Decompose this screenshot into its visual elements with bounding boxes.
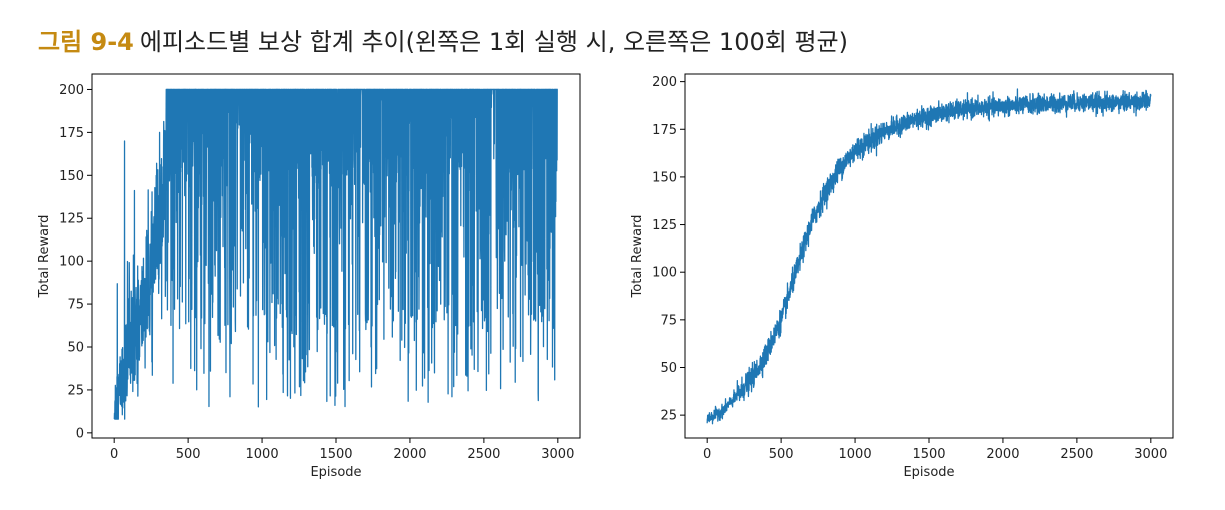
left-xtick-label: 2000 xyxy=(393,447,426,462)
figure-caption: 그림 9-4 에피소드별 보상 합계 추이(왼쪽은 1회 실행 시, 오른쪽은 1… xyxy=(38,22,848,57)
left-ytick-label: 75 xyxy=(67,298,84,313)
right-ytick-label: 175 xyxy=(652,123,677,138)
left-ytick-label: 175 xyxy=(59,126,84,141)
right-xtick-label: 500 xyxy=(769,447,794,462)
left-frame xyxy=(91,73,581,439)
right-xtick-label: 0 xyxy=(703,447,711,462)
left-ytick-label: 125 xyxy=(59,212,84,227)
left-ytick-label: 100 xyxy=(59,255,84,270)
right-xtick-label: 1000 xyxy=(839,447,872,462)
chart-right-average: 0 500 1000 1500 2000 2500 3000 25 50 75 100 125 150 1… xyxy=(630,73,1174,480)
right-ytick-label: 200 xyxy=(652,75,677,90)
right-xtick-label: 2500 xyxy=(1060,447,1093,462)
right-ytick-label: 150 xyxy=(652,170,677,185)
right-xtick-label: 2000 xyxy=(986,447,1019,462)
left-ylabel: Total Reward xyxy=(37,215,52,299)
left-xtick-label: 1000 xyxy=(246,447,279,462)
figure-label: 그림 9-4 xyxy=(38,28,134,56)
chart-left-single-run: 0 500 1000 1500 2000 2500 3000 0 25 50 75 100 125 150… xyxy=(37,73,581,480)
left-xtick-label: 1500 xyxy=(319,447,352,462)
left-ytick-label: 25 xyxy=(67,383,84,398)
figure-caption-text: 에피소드별 보상 합계 추이(왼쪽은 1회 실행 시, 오른쪽은 100회 평균… xyxy=(139,28,848,56)
left-xtick-label: 3000 xyxy=(541,447,574,462)
left-xtick-label: 500 xyxy=(176,447,201,462)
right-xlabel: Episode xyxy=(903,465,954,480)
left-xtick-label: 2500 xyxy=(467,447,500,462)
left-ytick-label: 150 xyxy=(59,169,84,184)
right-average-series-line xyxy=(706,88,1152,425)
right-ytick-label: 125 xyxy=(652,218,677,233)
right-ytick-label: 100 xyxy=(652,266,677,281)
left-ytick-label: 0 xyxy=(76,426,84,441)
right-xtick-label: 1500 xyxy=(912,447,945,462)
right-xtick-label: 3000 xyxy=(1134,447,1167,462)
left-xlabel: Episode xyxy=(310,465,361,480)
right-ytick-label: 75 xyxy=(660,313,677,328)
right-ytick-label: 25 xyxy=(660,409,677,424)
right-ylabel: Total Reward xyxy=(630,215,645,299)
right-ytick-label: 50 xyxy=(660,361,677,376)
left-xtick-label: 0 xyxy=(110,447,118,462)
left-ytick-label: 200 xyxy=(59,83,84,98)
left-reward-series-line xyxy=(113,88,559,420)
right-frame xyxy=(684,73,1174,439)
left-ytick-label: 50 xyxy=(67,341,84,356)
